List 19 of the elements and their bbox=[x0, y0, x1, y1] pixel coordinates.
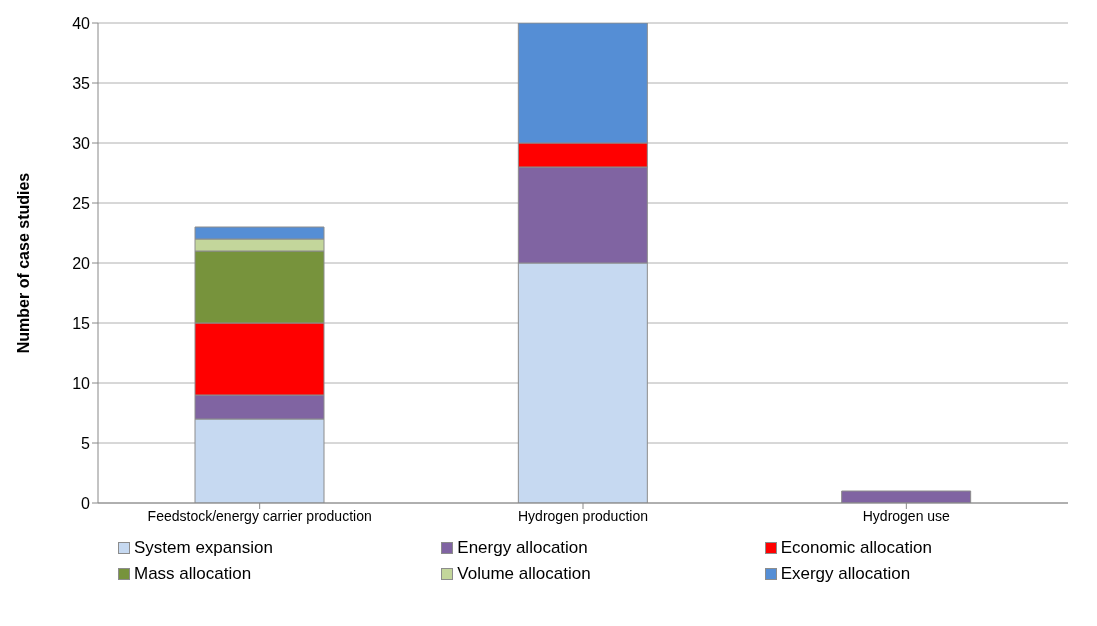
y-tick-label: 30 bbox=[72, 134, 91, 152]
y-tick-label: 15 bbox=[72, 314, 91, 332]
y-tick-label: 10 bbox=[72, 374, 91, 392]
legend-label: Mass allocation bbox=[134, 564, 252, 584]
y-tick-label: 40 bbox=[72, 14, 91, 32]
legend-label: Energy allocation bbox=[457, 538, 588, 558]
y-axis-title: Number of case studies bbox=[14, 172, 32, 354]
y-tick-label: 5 bbox=[81, 434, 91, 452]
legend-label: Volume allocation bbox=[457, 564, 591, 584]
y-tick-label: 35 bbox=[72, 74, 91, 92]
y-tick-label: 20 bbox=[72, 254, 91, 272]
y-tick-label: 25 bbox=[72, 194, 91, 212]
x-tick-label: Hydrogen production bbox=[518, 507, 648, 524]
legend-label: Exergy allocation bbox=[780, 564, 911, 584]
legend-label: System expansion bbox=[134, 538, 273, 558]
x-tick-label: Feedstock/energy carrier production bbox=[147, 507, 372, 524]
legend-label: Economic allocation bbox=[780, 538, 932, 558]
x-tick-label: Hydrogen use bbox=[862, 507, 951, 524]
y-tick-label: 0 bbox=[81, 494, 91, 512]
